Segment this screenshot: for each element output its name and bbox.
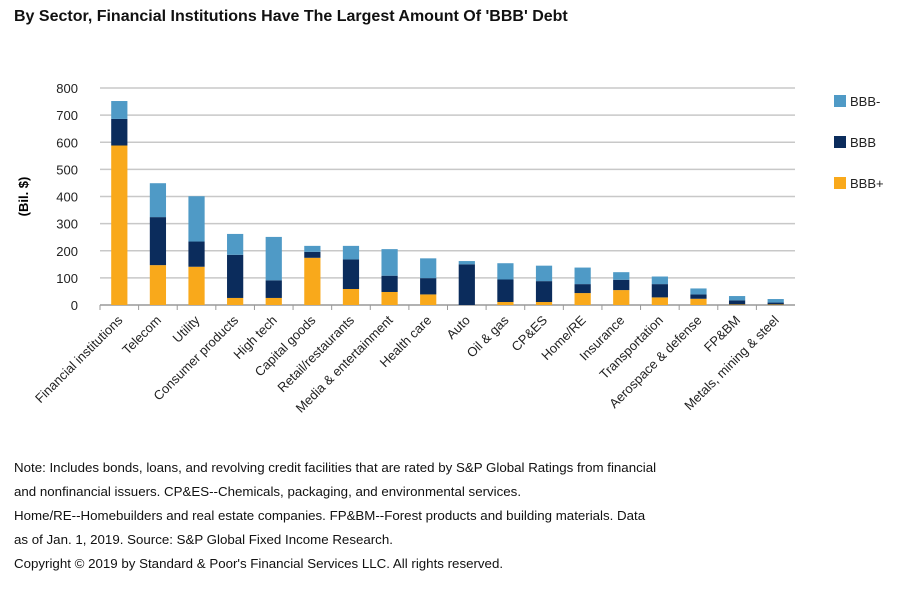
bar-segment-bbb (497, 279, 514, 303)
bar-segment-bbbplus (227, 297, 244, 305)
bar-segment-bbbminus (265, 236, 282, 281)
bar-segment-bbb (188, 241, 205, 267)
legend-swatch (834, 177, 846, 189)
bar-segment-bbb (420, 278, 437, 295)
bar-segment-bbbplus (265, 297, 282, 305)
note-line: Home/RE--Homebuilders and real estate co… (14, 508, 646, 523)
bar-segment-bbb (690, 294, 707, 299)
bar-segment-bbb (227, 254, 244, 298)
bar-segment-bbbminus (111, 101, 128, 119)
bar-segment-bbbminus (304, 245, 321, 252)
bar-segment-bbbplus (304, 257, 321, 305)
bar-segment-bbbplus (767, 304, 784, 305)
bar-segment-bbbplus (690, 298, 707, 305)
bar-segment-bbb (767, 302, 784, 305)
bar-segment-bbbminus (767, 299, 784, 303)
bar-segment-bbbplus (381, 291, 398, 305)
bar-segment-bbbminus (381, 249, 398, 276)
note-line: and nonfinancial issuers. CP&ES--Chemica… (14, 484, 522, 499)
y-tick-label: 0 (71, 298, 78, 313)
chart-notes: Note: Includes bonds, loans, and revolvi… (14, 456, 894, 576)
bar-segment-bbb (111, 118, 128, 146)
bar-segment-bbb (458, 264, 475, 305)
bar-segment-bbbminus (227, 233, 244, 255)
legend-swatch (834, 95, 846, 107)
legend-label: BBB- (850, 94, 880, 109)
bar-segment-bbb (613, 279, 630, 291)
bar-segment-bbbplus (188, 266, 205, 305)
bar-segment-bbb (265, 280, 282, 298)
copyright-line: Copyright © 2019 by Standard & Poor's Fi… (14, 556, 504, 571)
bar-segment-bbbminus (613, 272, 630, 280)
x-tick-label: Financial institutions (32, 312, 126, 406)
bar-segment-bbb (728, 300, 746, 305)
bar-segment-bbb (342, 259, 360, 289)
bar-segment-bbbplus (111, 145, 128, 305)
bar-segment-bbbminus (497, 263, 514, 280)
bar-segment-bbbminus (342, 245, 360, 260)
y-tick-label: 400 (56, 190, 78, 205)
bar-segment-bbbplus (728, 304, 746, 305)
bar-segment-bbbminus (574, 267, 591, 285)
bar-segment-bbbplus (535, 302, 553, 305)
y-tick-label: 100 (56, 271, 78, 286)
bar-segment-bbbplus (149, 265, 167, 305)
bar-segment-bbb (149, 217, 167, 266)
bar-segment-bbb (535, 281, 553, 303)
bar-segment-bbbplus (613, 290, 630, 305)
bar-segment-bbbminus (149, 183, 167, 218)
bar-segment-bbb (381, 275, 398, 292)
y-tick-label: 700 (56, 108, 78, 123)
bar-segment-bbbminus (458, 261, 475, 265)
bar-segment-bbbminus (420, 258, 437, 279)
y-tick-label: 600 (56, 135, 78, 150)
y-tick-label: 800 (56, 81, 78, 96)
y-tick-label: 200 (56, 244, 78, 259)
stacked-bar-chart: 0 100 200 300 400 500 600 700 800 (Bil. $) Financi… (16, 81, 884, 416)
x-tick-label: Auto (443, 313, 473, 343)
bar-segment-bbbplus (420, 294, 437, 305)
x-tick-label: Oil & gas (464, 312, 512, 360)
bar-segment-bbb (304, 251, 321, 258)
note-line: Note: Includes bonds, loans, and revolvi… (14, 460, 657, 475)
x-tick-label: Utility (170, 312, 203, 345)
bar-segment-bbbplus (497, 302, 514, 305)
y-tick-label: 300 (56, 217, 78, 232)
chart-title: By Sector, Financial Institutions Have T… (14, 8, 568, 25)
bar-segment-bbb (651, 284, 668, 298)
x-tick-label: Telecom (119, 313, 164, 358)
bar-segment-bbbminus (535, 265, 553, 282)
y-axis-label: (Bil. $) (16, 177, 31, 217)
bar-segment-bbbminus (651, 276, 668, 285)
bar-segment-bbb (574, 284, 591, 294)
bar-segment-bbbminus (728, 296, 746, 301)
bar-segment-bbbminus (188, 196, 205, 242)
y-tick-label: 500 (56, 162, 78, 177)
legend-label: BBB (850, 135, 876, 150)
legend-label: BBB+ (850, 176, 884, 191)
legend-swatch (834, 136, 846, 148)
note-line: as of Jan. 1, 2019. Source: S&P Global F… (14, 532, 393, 547)
bar-segment-bbbplus (574, 293, 591, 305)
bar-segment-bbbplus (651, 297, 668, 305)
bar-segment-bbbminus (690, 288, 707, 295)
bar-segment-bbbplus (342, 288, 360, 305)
